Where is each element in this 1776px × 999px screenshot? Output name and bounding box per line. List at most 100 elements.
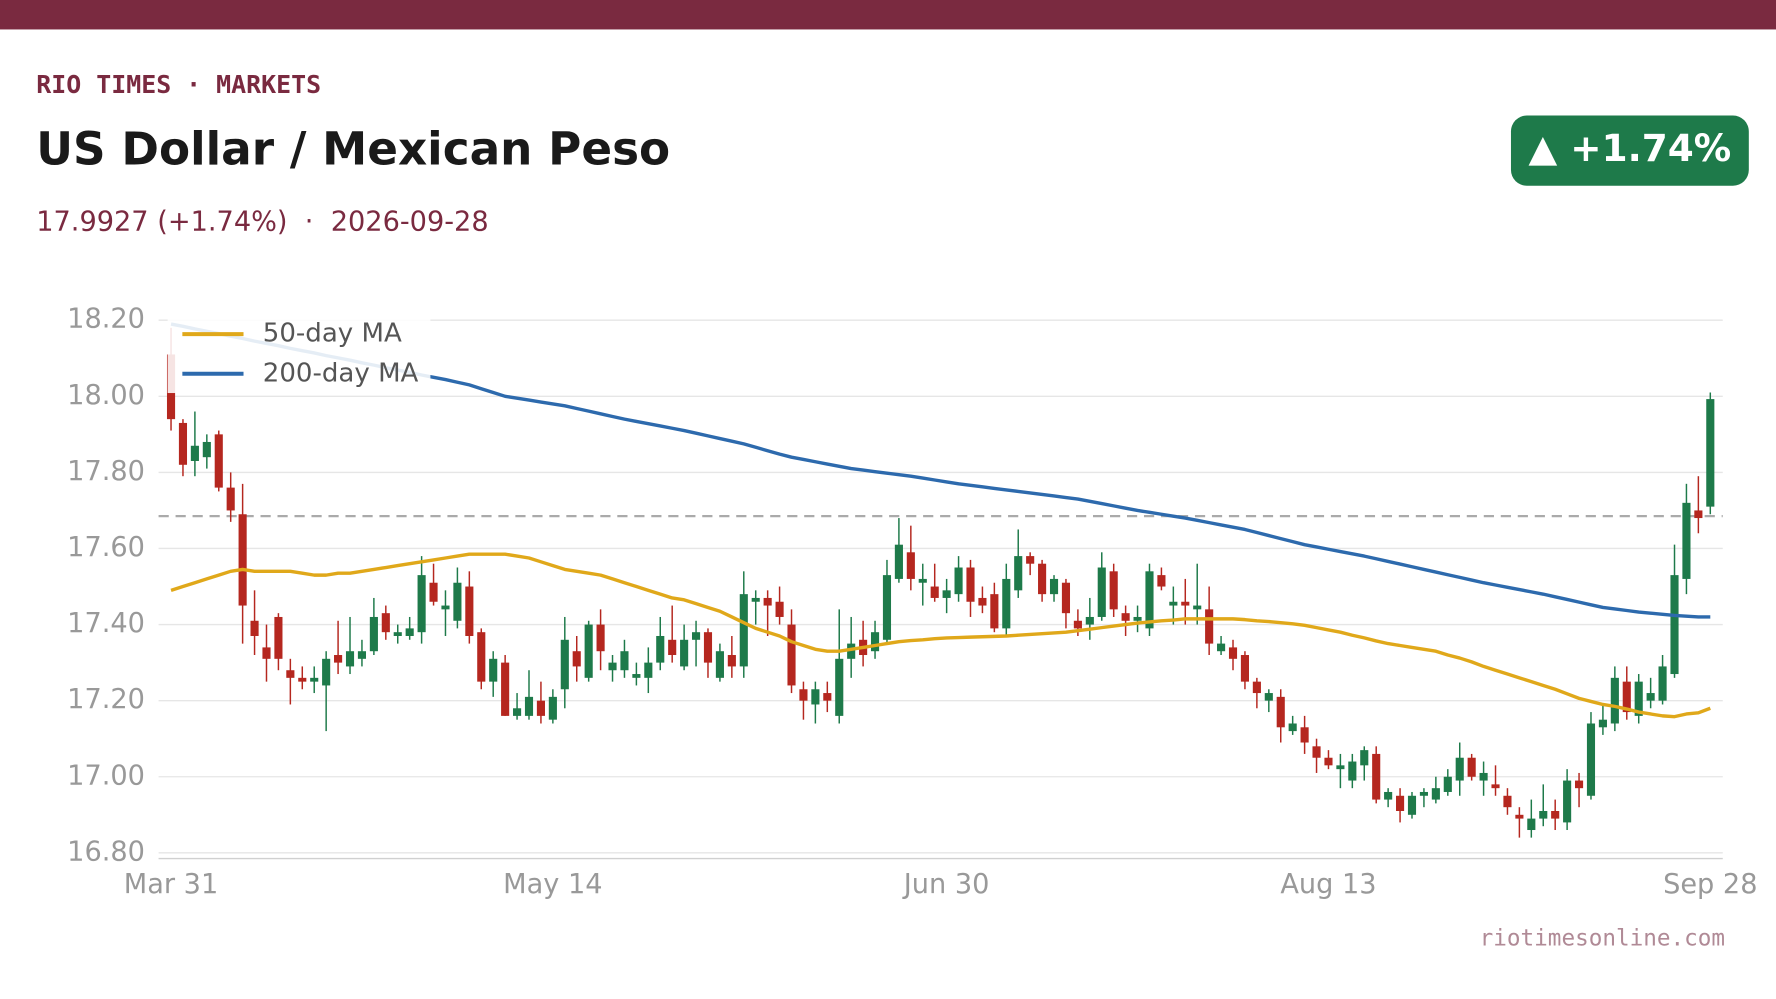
legend-box xyxy=(167,316,431,394)
candle-body xyxy=(1670,575,1679,675)
candle-body xyxy=(906,552,915,579)
candle-body xyxy=(238,514,247,606)
candle-body xyxy=(1610,677,1619,724)
candle-body xyxy=(1038,563,1047,595)
candle-body xyxy=(1622,681,1631,713)
badge: ▲ +1.74% xyxy=(1529,126,1732,170)
candle-body xyxy=(369,616,378,652)
kicker: RIO TIMES · MARKETS xyxy=(36,70,321,99)
candle-body xyxy=(548,696,557,720)
candle-body xyxy=(882,575,892,640)
candle-body xyxy=(453,582,462,621)
candle-body xyxy=(1169,601,1178,606)
candle-body xyxy=(489,658,498,682)
chart-title: US Dollar / Mexican Peso xyxy=(36,122,670,175)
candle-body xyxy=(763,597,772,606)
candle-body xyxy=(656,635,665,663)
candle-body xyxy=(739,594,748,667)
candle-body xyxy=(1658,666,1667,701)
candle-body xyxy=(1002,578,1011,629)
y-tick-label: 18.00 xyxy=(67,380,145,411)
candle-body xyxy=(1634,681,1643,716)
candle-body xyxy=(202,441,211,458)
candle-body xyxy=(1443,776,1452,792)
candle-body xyxy=(1419,791,1428,796)
candle-body xyxy=(405,628,414,636)
candle-body xyxy=(501,662,510,716)
candle-body xyxy=(322,658,331,686)
candle-body xyxy=(1264,693,1273,701)
candle-body xyxy=(1240,655,1250,682)
candle-body xyxy=(1372,753,1381,800)
x-tick-label: May 14 xyxy=(503,869,602,900)
candle-body xyxy=(787,624,796,686)
candle-body xyxy=(691,632,701,640)
candle-body xyxy=(1646,693,1655,701)
candle-body xyxy=(429,582,438,602)
candle-body xyxy=(1205,609,1214,644)
candle-body xyxy=(1121,613,1130,621)
legend-label: 50-day MA xyxy=(263,319,402,349)
y-tick-label: 16.80 xyxy=(67,836,145,867)
candle-body xyxy=(966,567,975,602)
candle-body xyxy=(1360,750,1369,766)
candle-body xyxy=(441,605,450,610)
candle-body xyxy=(811,689,820,705)
candle-body xyxy=(1217,643,1226,652)
candle-body xyxy=(1300,727,1309,743)
candle-body xyxy=(465,586,474,636)
candle-body xyxy=(524,696,534,716)
candle-body xyxy=(703,632,713,663)
y-tick-label: 17.20 xyxy=(67,684,145,715)
candle-body xyxy=(1324,757,1333,766)
candle-body xyxy=(274,616,283,659)
candle-body xyxy=(1252,681,1261,694)
candle-body xyxy=(584,624,593,678)
x-tick-label: Jun 30 xyxy=(902,869,990,900)
candle-body xyxy=(918,578,927,583)
candle-body xyxy=(715,651,724,678)
candle-body xyxy=(1527,818,1536,831)
x-tick-label: Sep 28 xyxy=(1663,869,1757,900)
candle-body xyxy=(1109,571,1118,610)
candle-body xyxy=(226,487,235,511)
candle-body xyxy=(1706,399,1715,507)
candle-body xyxy=(1598,719,1607,728)
candle-body xyxy=(799,689,808,701)
candle-body xyxy=(1348,761,1357,781)
legend-label: 200-day MA xyxy=(263,358,419,388)
candle-body xyxy=(1479,772,1488,781)
candle-body xyxy=(262,647,271,659)
candle-body xyxy=(775,601,784,617)
candle-body xyxy=(823,693,832,701)
candle-body xyxy=(894,544,903,579)
candle-body xyxy=(1181,601,1190,606)
candle-body xyxy=(727,655,736,667)
candle-body xyxy=(250,620,259,636)
candle-body xyxy=(847,643,856,659)
candle-body xyxy=(1049,578,1059,595)
candle-body xyxy=(1014,556,1023,591)
candle-body xyxy=(513,708,522,716)
y-tick-label: 17.60 xyxy=(67,532,145,563)
candle-body xyxy=(1026,556,1035,564)
x-tick-label: Mar 31 xyxy=(124,869,218,900)
candle-body xyxy=(1586,723,1596,796)
candle-body xyxy=(632,674,641,678)
candle-body xyxy=(1288,723,1297,732)
candle-body xyxy=(1467,757,1476,777)
candle-body xyxy=(608,662,617,671)
candle-body xyxy=(393,632,402,636)
candle-body xyxy=(620,651,629,671)
y-tick-label: 17.00 xyxy=(67,760,145,791)
candle-body xyxy=(1491,784,1500,789)
candle-body xyxy=(1431,788,1440,800)
candle-body xyxy=(1515,814,1524,819)
y-tick-label: 17.80 xyxy=(67,456,145,487)
candle-body xyxy=(1157,575,1166,587)
candle-body xyxy=(286,670,295,678)
candle-body xyxy=(978,597,987,606)
candle-body xyxy=(1336,765,1345,770)
y-tick-label: 18.20 xyxy=(67,304,145,335)
